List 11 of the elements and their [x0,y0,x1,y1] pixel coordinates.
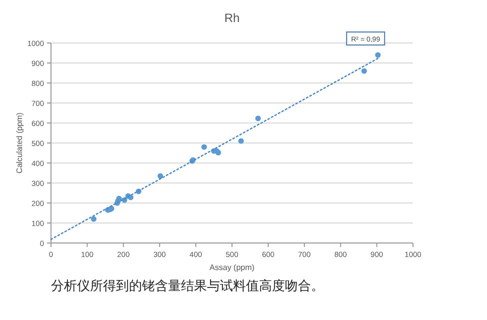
point [158,173,164,179]
point [90,216,97,222]
point [238,138,244,144]
chart-title: Rh [224,11,240,25]
x-axis-title: Assay (ppm) [210,263,255,272]
text: 分析仪所得到的铑含量结果与试料值高度吻合。 [51,278,324,293]
point [201,144,207,150]
point [255,116,261,122]
y-axis-title: Calculated (ppm) [15,112,24,174]
point [361,68,367,74]
point [375,52,381,58]
